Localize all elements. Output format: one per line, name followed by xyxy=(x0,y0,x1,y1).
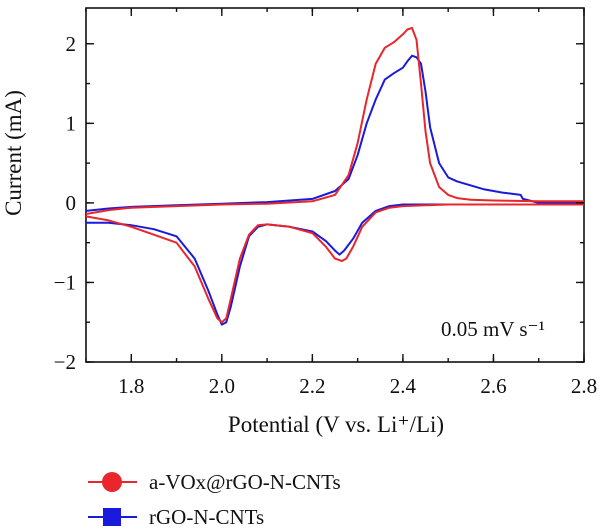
series-layer xyxy=(86,26,584,326)
x-tick-label: 2.8 xyxy=(571,374,597,398)
series-line-2 xyxy=(86,54,584,326)
x-tick-label: 2.4 xyxy=(390,374,417,398)
plot-area-frame xyxy=(85,7,585,363)
legend-item-series-1: a-VOx@rGO-N-CNTs xyxy=(88,470,341,494)
y-tick-label: −1 xyxy=(54,270,76,294)
legend: a-VOx@rGO-N-CNTs rGO-N-CNTs xyxy=(88,470,341,529)
legend-marker-circle xyxy=(102,472,122,492)
legend-label-series-1: a-VOx@rGO-N-CNTs xyxy=(149,470,341,494)
x-axis-title: Potential (V vs. Li⁺/Li) xyxy=(228,412,444,437)
x-tick-label: 2.2 xyxy=(299,374,325,398)
scan-rate-annotation: 0.05 mV s⁻¹ xyxy=(441,317,545,341)
y-tick-label: 1 xyxy=(66,111,77,135)
legend-marker-square xyxy=(103,508,121,526)
legend-item-series-2: rGO-N-CNTs xyxy=(88,505,264,529)
series-line-1 xyxy=(86,26,584,324)
y-tick-label: −2 xyxy=(54,350,76,374)
x-tick-label: 1.8 xyxy=(118,374,144,398)
y-tick-label: 2 xyxy=(66,32,77,56)
x-tick-label: 2.6 xyxy=(480,374,506,398)
y-tick-label: 0 xyxy=(66,191,77,215)
legend-label-series-2: rGO-N-CNTs xyxy=(149,505,264,529)
axis-ticks xyxy=(85,8,585,363)
x-tick-label: 2.0 xyxy=(209,374,235,398)
x-tick-labels: 1.8 2.0 2.2 2.4 2.6 2.8 xyxy=(118,374,597,398)
y-tick-labels: −2 −1 0 1 2 xyxy=(54,32,76,374)
y-axis-title: Current (mA) xyxy=(1,90,26,216)
